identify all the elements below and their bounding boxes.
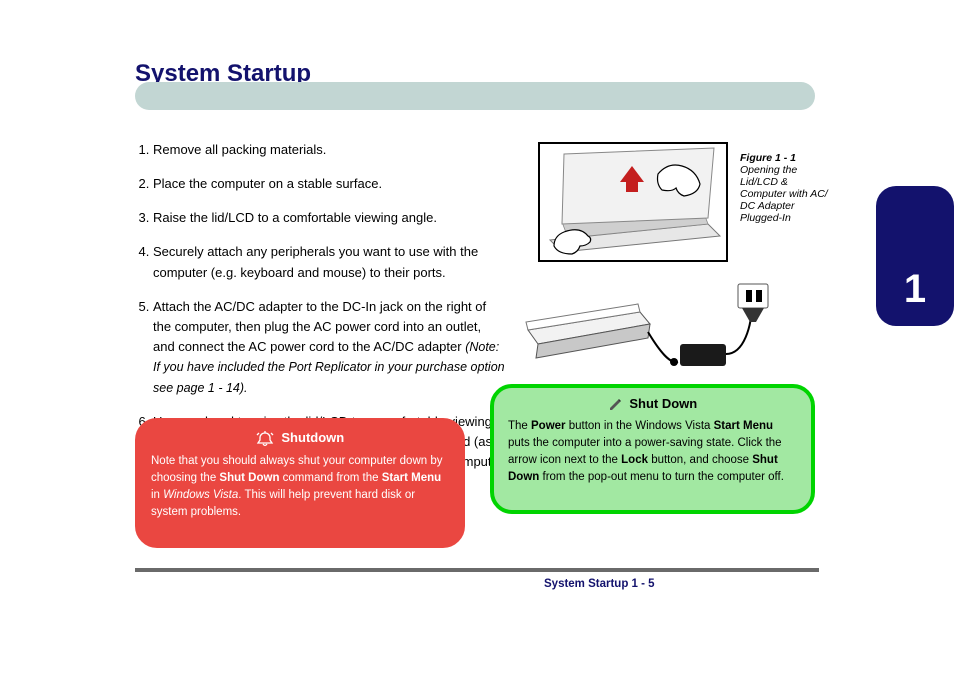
step-3: Raise the lid/LCD to a comfortable viewi… [153,208,505,228]
figure-adapter [520,282,780,382]
warning-title: Shutdown [281,430,344,445]
pen-icon [608,398,622,412]
header-accent-bar [135,82,815,110]
step-5: Attach the AC/DC adapter to the DC-In ja… [153,297,505,398]
warning-body: Note that you should always shut your co… [151,453,449,522]
chapter-number: 1 [904,267,926,312]
step-4: Securely attach any peripherals you want… [153,242,505,282]
figure-1-caption: Figure 1 - 1 Opening the Lid/LCD & Compu… [740,152,830,224]
footer-rule [135,568,819,572]
step-1: Remove all packing materials. [153,140,505,160]
tip-box: Shut Down The Power button in the Window… [490,384,815,514]
warning-box: Shutdown Note that you should always shu… [135,418,465,548]
footer-text: System Startup 1 - 5 [544,578,655,590]
alarm-icon [256,431,274,447]
tip-body: The Power button in the Windows Vista St… [508,418,797,487]
figure-open-lid [538,142,728,262]
tip-title: Shut Down [629,396,697,411]
chapter-ribbon: 1 [876,186,954,326]
step-2: Place the computer on a stable surface. [153,174,505,194]
